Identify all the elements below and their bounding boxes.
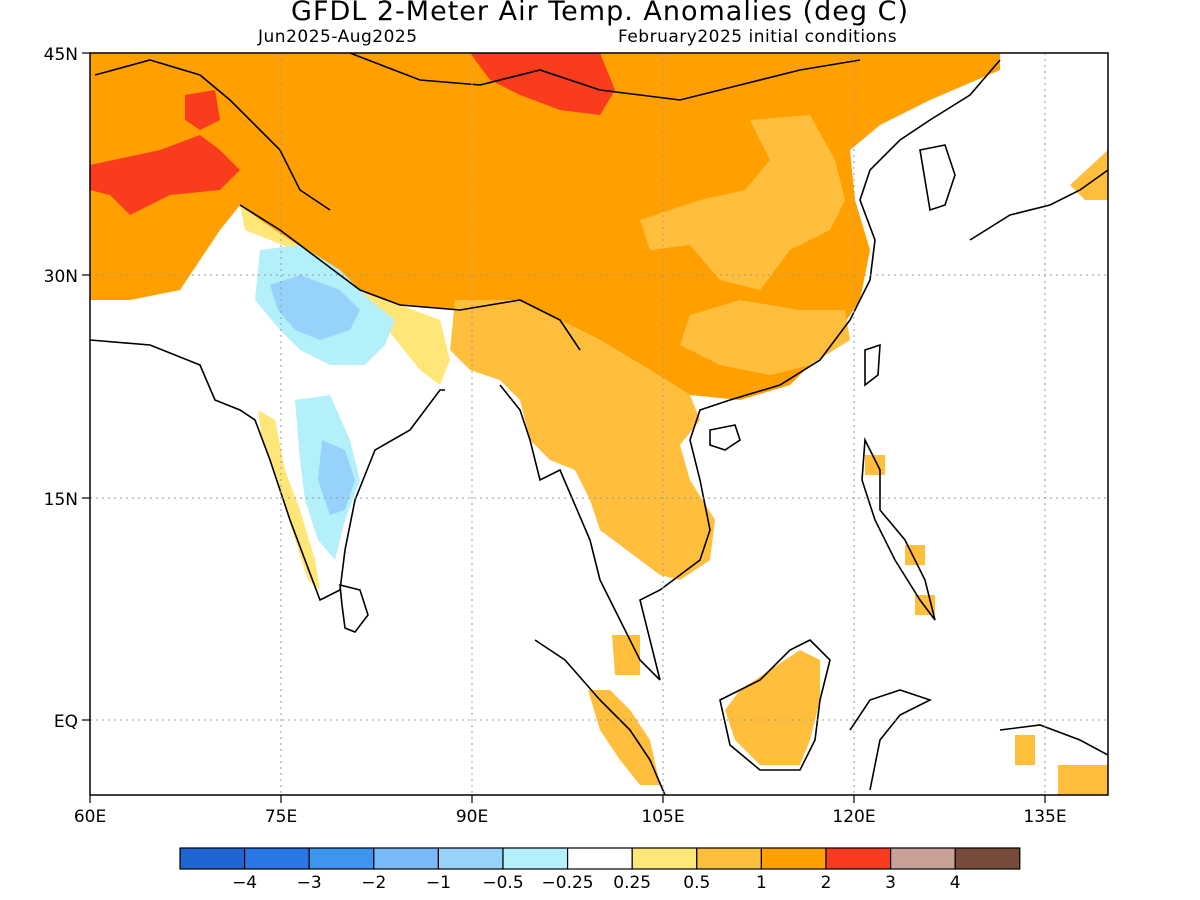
anomaly-region-05to1-se-asia [450,300,715,580]
colorbar-swatch [696,847,762,870]
lat-tick-label-45n: 45N [44,45,78,65]
forecast-period: Jun2025-Aug2025 [258,27,418,47]
colorbar-swatch [179,847,246,870]
anomaly-region-05to1-malay [612,635,640,675]
coastline-taiwan [864,343,881,387]
colorbar-label: −4 [232,873,257,893]
coastline-new-guinea [999,724,1108,756]
coastline-sulawesi [849,689,933,791]
anomaly-region-05to1-china [640,115,845,290]
lon-tick-label-90e: 90E [456,807,488,827]
anomaly-region-025to05-fringe [240,205,450,385]
coastline-sumatra [534,639,666,795]
colorbar-swatch [889,847,956,870]
colorbar-swatch [566,847,633,870]
anomaly-region-2to3-nw [185,90,220,130]
anomaly-region-05to1-japan [1070,150,1108,200]
colorbar-label: 0.25 [613,873,651,893]
anomaly-region-2to3-west [90,135,240,215]
initial-conditions: February2025 initial conditions [618,27,898,47]
coastline-india [90,339,445,602]
border-mongolia [349,53,861,101]
colorbar-label: 1 [756,873,767,893]
anomaly-region-m05to-m1-north-india [270,275,360,340]
lon-tick-label-60e: 60E [74,807,106,827]
anomaly-region-2to3-mongolia [470,53,615,115]
coastline-borneo [719,639,831,771]
graticule [90,53,1108,795]
axis-ticks [82,52,1046,803]
lat-tick-label-eq: EQ [54,712,78,732]
colorbar-label: 2 [821,873,832,893]
coastlines [90,53,1108,795]
colorbar-label: −2 [361,873,386,893]
colorbar-label: −0.5 [482,873,523,893]
colorbar-label: −1 [426,873,451,893]
colorbar-swatch [631,847,698,870]
colorbar-swatch [308,847,375,870]
colorbar-swatch [954,847,1021,870]
coastline-hainan [709,424,741,451]
lat-tick-label-30n: 30N [44,267,78,287]
colorbar: −4 −3 −2 −1 −0.5 −0.25 0.25 0.5 1 2 3 4 [179,847,1021,893]
coastline-bay-bengal-east [499,384,661,681]
anomaly-region-05to1-south-china [680,300,850,375]
colorbar-label: −0.25 [542,873,594,893]
colorbar-label: 4 [950,873,961,893]
colorbar-swatch [437,847,504,870]
coastline-sri-lanka [339,583,369,633]
border-tibet-china [94,59,331,211]
anomaly-region-025to05-ghats [258,410,320,590]
anomaly-region-m05to-m1-central-india [318,440,355,515]
coastline-indochina [639,59,1001,681]
anomaly-region-05to1-sumatra [588,690,660,785]
anomaly-region-05to1-philippines [865,455,935,615]
border-himalaya [239,204,581,351]
colorbar-swatch [760,847,827,870]
coastline-philippines [861,437,936,621]
anomaly-region-05to1-new-guinea [1015,735,1108,795]
coastline-japan [969,169,1108,241]
lon-tick-label-105e: 105E [641,807,684,827]
map-frame [89,52,1109,796]
colorbar-label: 3 [885,873,896,893]
anomaly-field [90,53,1108,795]
colorbar-label: −3 [297,873,322,893]
colorbar-swatch [244,847,310,870]
colorbar-swatch [502,847,569,870]
colorbar-swatch [373,847,439,870]
map-title: GFDL 2-Meter Air Temp. Anomalies (deg C) [291,0,909,27]
anomaly-region-05to1-borneo [725,650,820,765]
coastline-korea [919,144,956,212]
lon-tick-label-75e: 75E [265,807,297,827]
colorbar-label: 0.5 [683,873,710,893]
lon-tick-label-120e: 120E [832,807,875,827]
lon-tick-label-135e: 135E [1023,807,1066,827]
lat-tick-label-15n: 15N [44,490,78,510]
colorbar-swatch [825,847,892,870]
